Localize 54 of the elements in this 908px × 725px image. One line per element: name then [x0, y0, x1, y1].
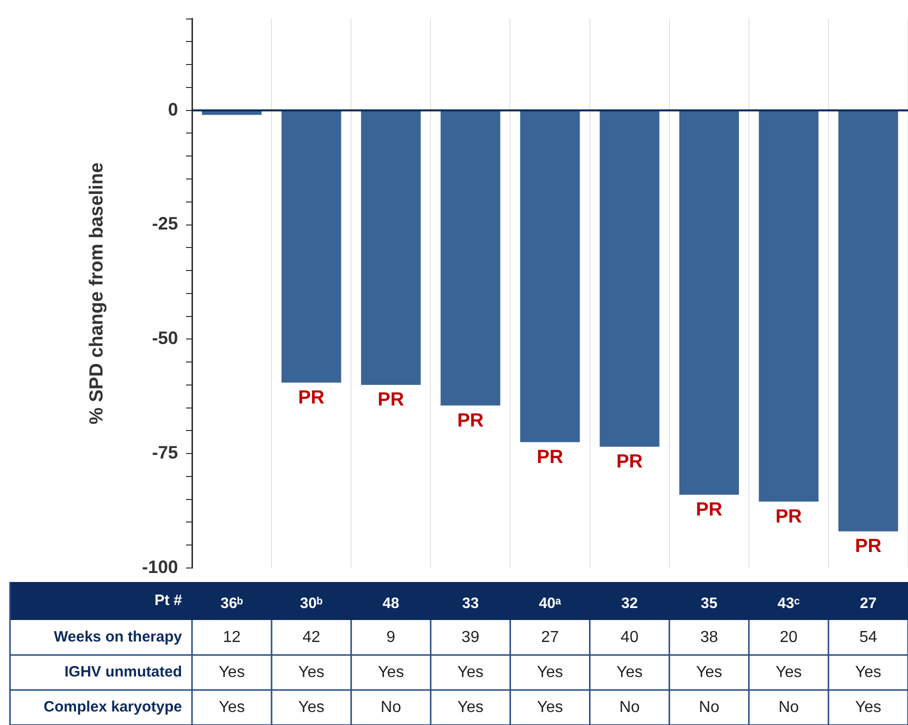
- x-tick-label: 43ᶜ: [777, 595, 800, 612]
- text: Yes: [298, 698, 324, 716]
- y-tick-label: -50: [152, 328, 178, 348]
- text: Yes: [616, 664, 643, 681]
- text: Weeks on therapy: [54, 628, 183, 646]
- text: Yes: [218, 664, 245, 681]
- y-axis-title: % SPD change from baseline: [86, 162, 108, 424]
- x-tick-label: 32: [621, 595, 638, 612]
- x-tick-label: 48: [382, 595, 400, 612]
- x-tick-label: 33: [462, 595, 479, 612]
- y-tick-label: -25: [152, 214, 178, 234]
- text: Yes: [457, 698, 484, 716]
- text: IGHV unmutated: [64, 664, 182, 681]
- text: Yes: [378, 664, 404, 681]
- text: Yes: [536, 698, 564, 716]
- text: Complex karyotype: [44, 698, 182, 716]
- data-label: PR: [855, 536, 882, 558]
- data-label: PR: [378, 390, 404, 411]
- text: 54: [859, 628, 878, 646]
- x-tick-label: 35: [700, 595, 718, 612]
- text: Yes: [696, 664, 722, 681]
- text: No: [698, 698, 720, 716]
- text: 42: [302, 628, 320, 646]
- y-tick-label: 0: [168, 99, 178, 120]
- x-axis-title: Pt #: [154, 592, 183, 610]
- x-tick-label: 40ᵃ: [538, 595, 562, 612]
- x-tick-label: 36ᵇ: [220, 595, 244, 612]
- text: 20: [780, 628, 798, 646]
- y-tick-label: -75: [152, 442, 178, 463]
- text: 12: [222, 628, 241, 646]
- text: 40: [620, 628, 639, 646]
- x-tick-label: 27: [860, 595, 877, 612]
- data-label: PR: [696, 500, 723, 521]
- data-label: PR: [775, 506, 802, 528]
- text: 27: [541, 628, 559, 646]
- text: Yes: [536, 664, 564, 681]
- text: Yes: [457, 664, 484, 681]
- text: 9: [386, 628, 396, 646]
- text: No: [380, 698, 402, 716]
- text: Yes: [218, 698, 245, 716]
- text: Yes: [298, 664, 324, 681]
- data-label: PR: [616, 451, 644, 472]
- data-label: PR: [457, 410, 484, 432]
- text: Yes: [855, 698, 882, 716]
- text: 39: [462, 628, 480, 646]
- text: 38: [700, 628, 718, 646]
- x-tick-label: 30ᵇ: [300, 595, 323, 612]
- data-label: PR: [536, 446, 564, 468]
- text: No: [778, 698, 799, 716]
- text: Yes: [855, 664, 882, 681]
- text: No: [619, 698, 640, 716]
- text: Yes: [776, 664, 802, 681]
- y-tick-label: -100: [142, 556, 178, 577]
- data-label: PR: [298, 387, 325, 408]
